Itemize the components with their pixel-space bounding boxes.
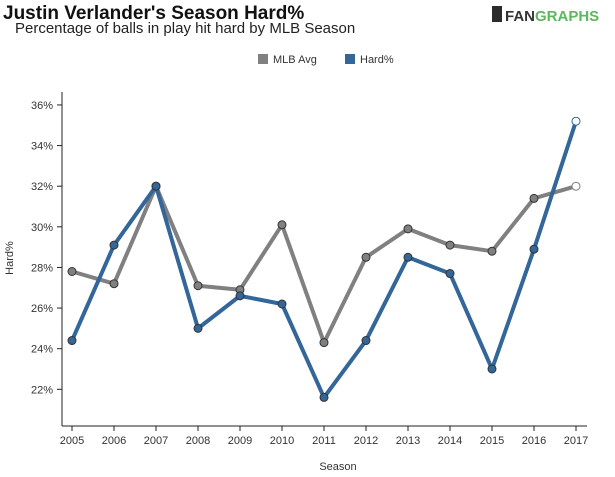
data-point[interactable] <box>319 392 329 402</box>
data-point[interactable] <box>571 181 581 191</box>
data-point[interactable] <box>67 267 77 277</box>
x-tick-label: 2017 <box>564 435 588 447</box>
chart-subtitle: Percentage of balls in play hit hard by … <box>15 20 355 37</box>
legend-label: MLB Avg <box>273 54 317 66</box>
x-tick-label: 2007 <box>144 435 168 447</box>
x-tick-label: 2013 <box>396 435 420 447</box>
legend-swatch <box>345 54 355 64</box>
series-mlb-avg <box>67 181 581 348</box>
fangraphs-logo: FANGRAPHS <box>492 6 599 25</box>
y-tick-label: 24% <box>31 344 53 356</box>
data-point[interactable] <box>571 116 581 126</box>
x-tick-label: 2016 <box>522 435 546 447</box>
x-tick-label: 2009 <box>228 435 252 447</box>
y-tick-label: 32% <box>31 181 53 193</box>
series-hard- <box>67 116 581 402</box>
legend: MLB Avg Hard% <box>258 54 394 66</box>
data-point[interactable] <box>445 240 455 250</box>
data-point[interactable] <box>403 224 413 234</box>
legend-label: Hard% <box>360 54 394 66</box>
data-point[interactable] <box>277 220 287 230</box>
series-line <box>71 184 577 345</box>
data-point[interactable] <box>487 364 497 374</box>
x-tick-label: 2011 <box>312 435 336 447</box>
x-tick-label: 2008 <box>186 435 210 447</box>
data-point[interactable] <box>109 279 119 289</box>
y-tick-label: 26% <box>31 303 53 315</box>
data-point[interactable] <box>529 244 539 254</box>
logo-mark-icon <box>492 6 502 22</box>
y-tick-label: 30% <box>31 222 53 234</box>
x-axis-label: Season <box>319 461 356 473</box>
x-tick-label: 2015 <box>480 435 504 447</box>
y-tick-label: 36% <box>31 100 53 112</box>
data-point[interactable] <box>193 281 203 291</box>
data-point[interactable] <box>487 246 497 256</box>
logo-text: FANGRAPHS <box>505 8 599 25</box>
data-point[interactable] <box>109 240 119 250</box>
data-point[interactable] <box>319 338 329 348</box>
data-point[interactable] <box>67 336 77 346</box>
x-tick-label: 2012 <box>354 435 378 447</box>
x-tick-label: 2010 <box>270 435 294 447</box>
y-tick-label: 28% <box>31 262 53 274</box>
x-tick-label: 2014 <box>438 435 462 447</box>
series-line <box>70 120 578 400</box>
data-point[interactable] <box>361 252 371 262</box>
data-point[interactable] <box>235 291 245 301</box>
x-tick-label: 2005 <box>60 435 84 447</box>
data-point[interactable] <box>445 269 455 279</box>
data-point[interactable] <box>193 323 203 333</box>
y-axis-label: Hard% <box>4 241 16 275</box>
legend-swatch <box>258 54 268 64</box>
axes: Hard% Season <box>4 92 587 473</box>
data-point[interactable] <box>403 252 413 262</box>
y-tick-label: 22% <box>31 384 53 396</box>
data-point[interactable] <box>361 336 371 346</box>
data-point[interactable] <box>151 181 161 191</box>
data-point[interactable] <box>529 193 539 203</box>
x-tick-label: 2006 <box>102 435 126 447</box>
chart-title: Justin Verlander's Season Hard% <box>3 3 304 24</box>
data-point[interactable] <box>277 299 287 309</box>
y-tick-label: 34% <box>31 141 53 153</box>
